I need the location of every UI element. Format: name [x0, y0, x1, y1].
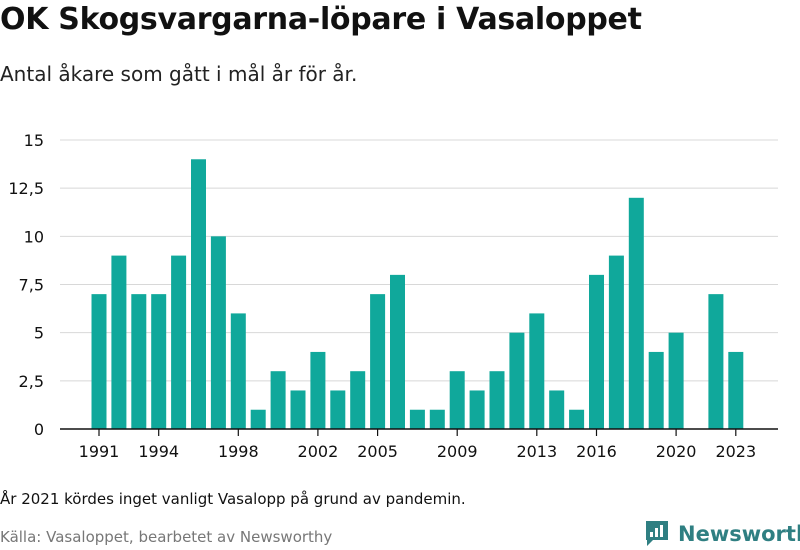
x-tick-label: 2016	[576, 442, 617, 461]
bar-2023	[728, 351, 744, 429]
y-axis-tick-labels: 0 2,5 5 7,5 10 12,5 15	[8, 131, 44, 439]
x-tick-label: 1991	[79, 442, 120, 461]
bar-2001	[290, 390, 306, 429]
y-tick-label: 2,5	[19, 372, 44, 391]
bar-2012	[509, 332, 525, 429]
x-tick-label: 1994	[138, 442, 179, 461]
bar-2014	[549, 390, 565, 429]
chart-subtitle: Antal åkare som gått i mål år för år.	[0, 62, 358, 86]
bar-2018	[628, 197, 644, 429]
bar-2022	[708, 294, 724, 429]
source-credit: Källa: Vasaloppet, bearbetet av Newswort…	[0, 528, 333, 546]
y-tick-label: 5	[34, 324, 44, 343]
x-tick-label: 2013	[516, 442, 557, 461]
y-tick-label: 10	[24, 227, 44, 246]
x-tick-label: 2002	[298, 442, 339, 461]
x-tick-label: 2009	[437, 442, 478, 461]
logo-wordmark: Newsworthy	[678, 522, 800, 546]
bar-2015	[569, 409, 585, 429]
bar-1999	[250, 409, 266, 429]
bar-1991	[91, 294, 107, 429]
newsworthy-logo: Newsworthy	[644, 518, 800, 550]
bar-2007	[409, 409, 425, 429]
bar-2008	[429, 409, 445, 429]
x-tick-label: 2005	[357, 442, 398, 461]
x-tick-label: 1998	[218, 442, 259, 461]
bar-2003	[330, 390, 346, 429]
bar-chart: 0 2,5 5 7,5 10 12,5 15 1991 1994 1998 2002 2005 200…	[8, 131, 778, 461]
bar-2016	[589, 274, 604, 429]
bars	[91, 159, 744, 429]
bar-2002	[310, 351, 326, 429]
bar-2000	[270, 371, 286, 429]
chart-footnote: År 2021 kördes inget vanligt Vasalopp på…	[0, 490, 466, 508]
chart-title: OK Skogsvargarna-löpare i Vasaloppet	[0, 2, 642, 37]
x-axis-ticks: 1991 1994 1998 2002 2005 2009 2013 2016 2020 2023	[79, 429, 756, 461]
x-tick-label: 2023	[715, 442, 756, 461]
bar-2017	[608, 255, 624, 429]
bar-1997	[210, 236, 226, 429]
bar-1992	[111, 255, 127, 429]
newsworthy-logo-icon	[646, 521, 668, 546]
bar-2006	[390, 274, 405, 429]
bar-2010	[469, 390, 485, 429]
bar-1998	[230, 313, 246, 429]
bar-2005	[370, 294, 386, 429]
x-tick-label: 2020	[656, 442, 697, 461]
bar-2020	[668, 332, 684, 429]
y-tick-label: 0	[34, 420, 44, 439]
bar-1994	[151, 294, 167, 429]
bar-1993	[131, 294, 147, 429]
bar-2019	[648, 351, 664, 429]
bar-2009	[449, 371, 465, 429]
y-tick-label: 15	[24, 131, 44, 150]
bar-1995	[171, 255, 187, 429]
bar-1996	[191, 159, 206, 429]
y-tick-label: 7,5	[19, 276, 44, 295]
bar-2004	[350, 371, 366, 429]
bar-2013	[529, 313, 545, 429]
bar-2011	[489, 371, 505, 429]
y-tick-label: 12,5	[8, 179, 44, 198]
